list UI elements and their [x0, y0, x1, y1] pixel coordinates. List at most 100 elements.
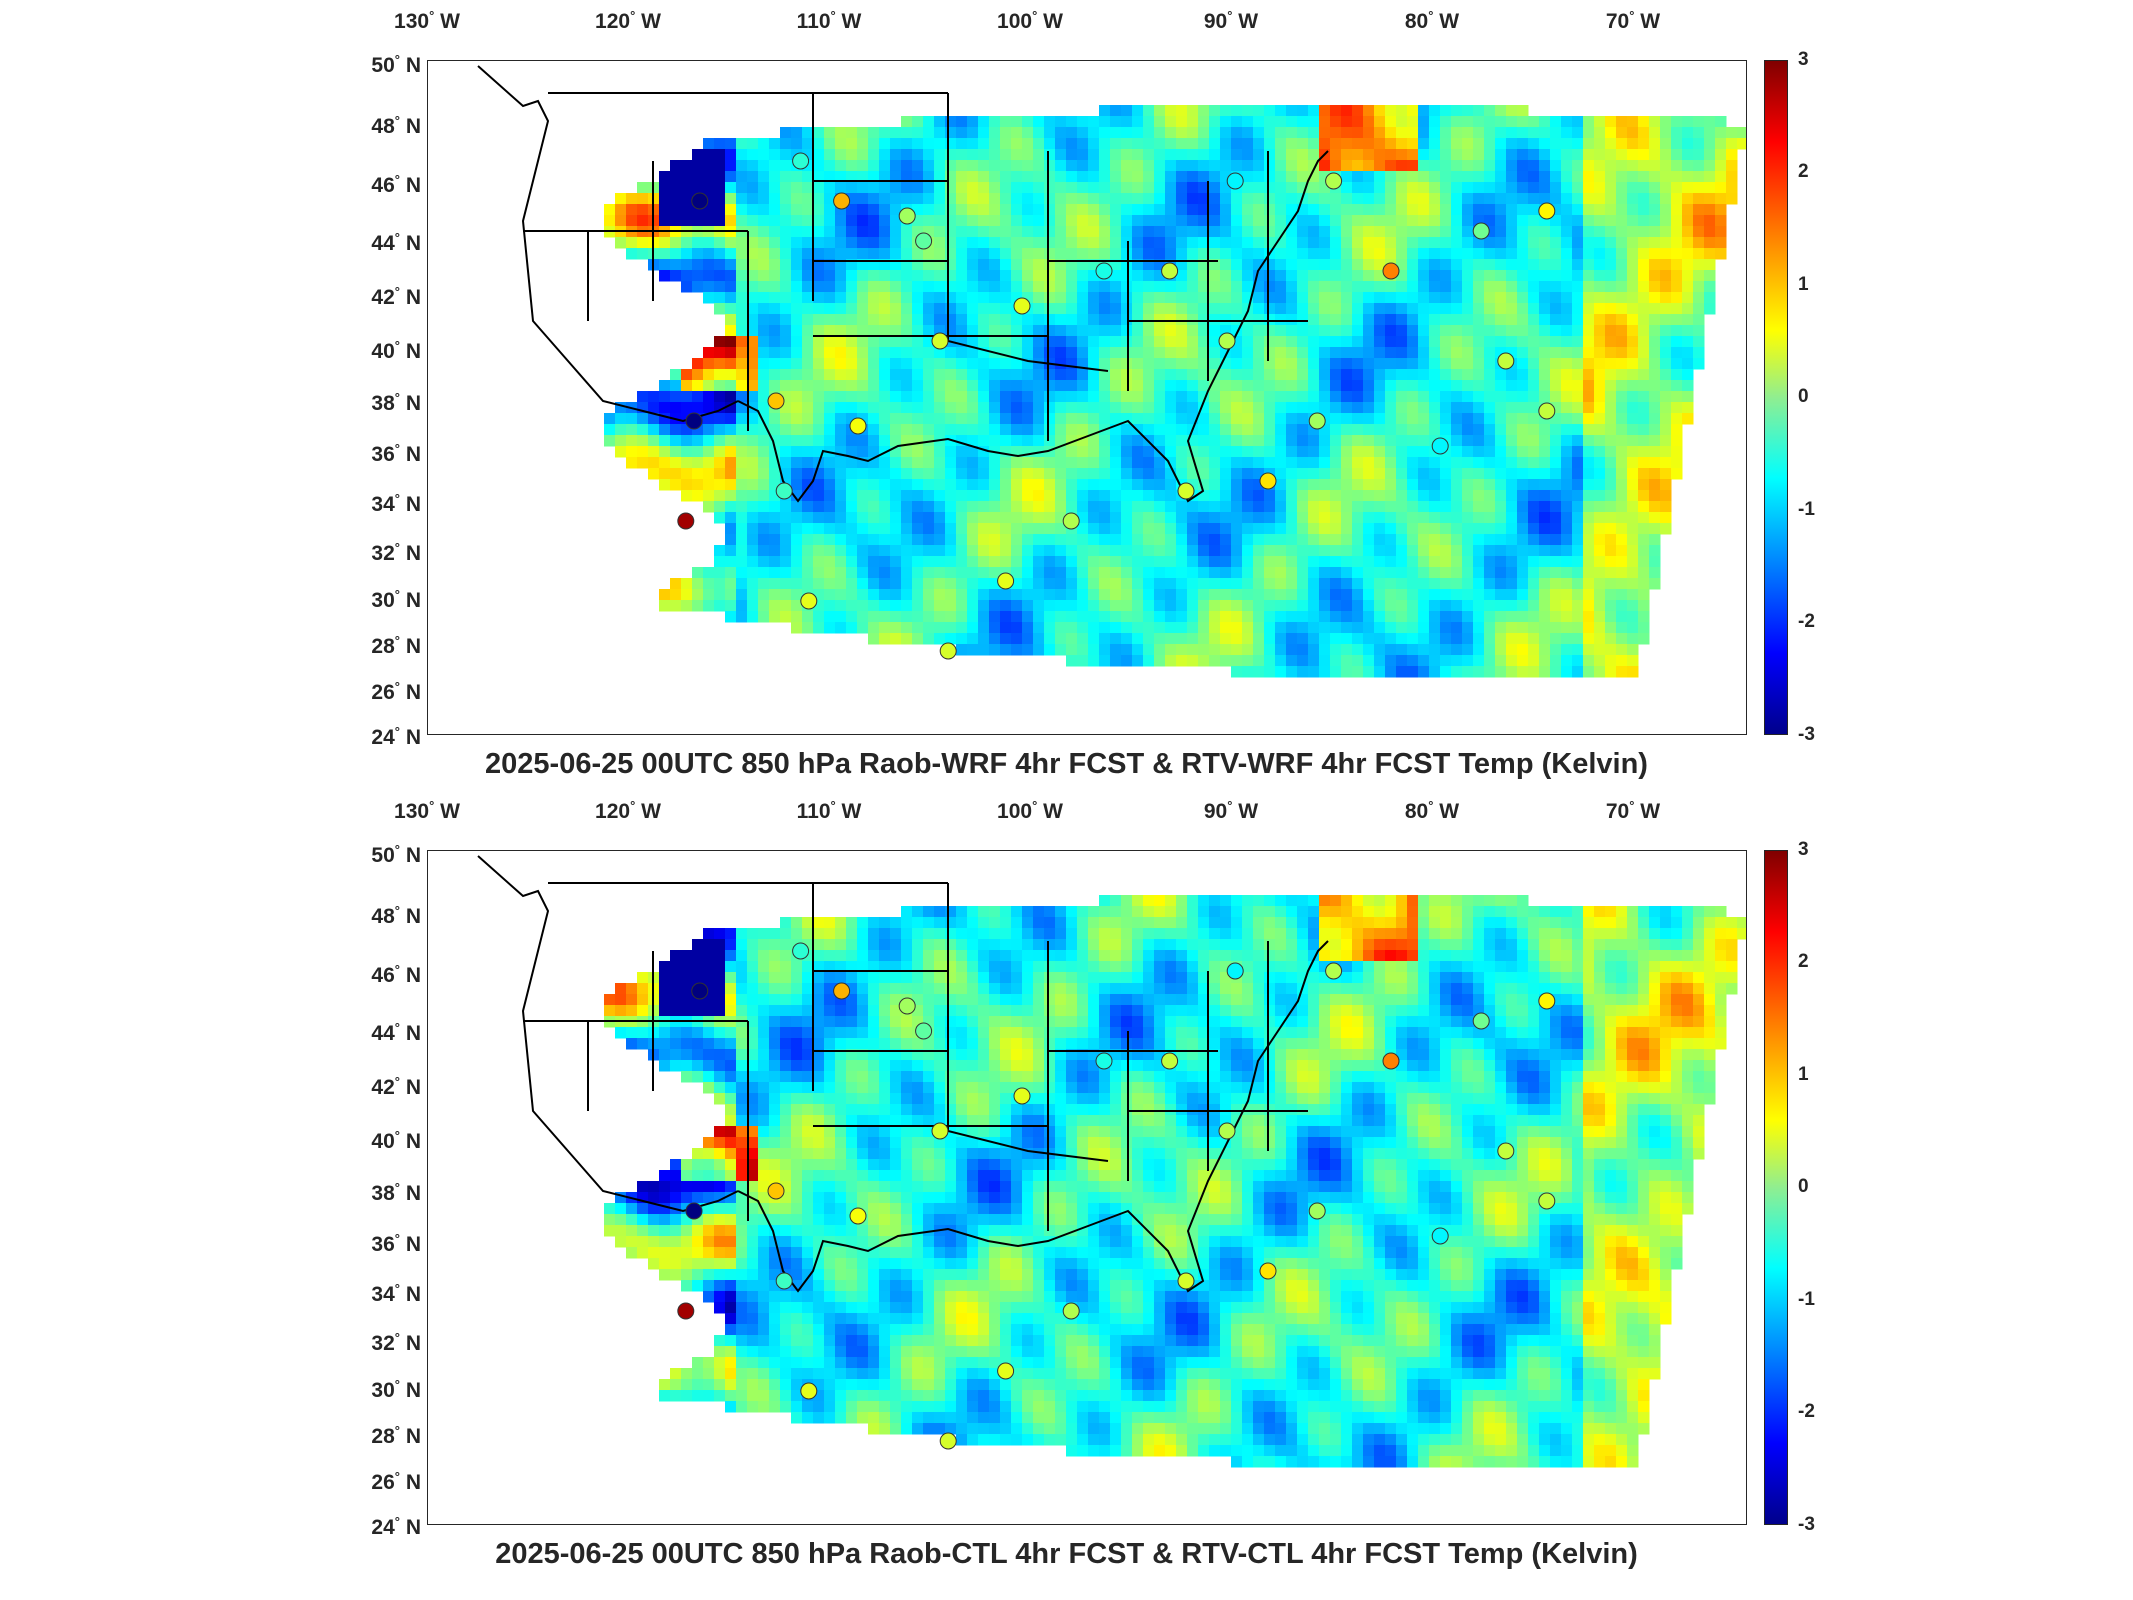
colorbar-tick: 1	[1798, 1064, 1809, 1085]
boundary-line	[477, 855, 739, 1213]
lat-tick: 32° N	[371, 540, 421, 565]
raob-station-marker	[1259, 1262, 1277, 1280]
lat-tick: 24° N	[371, 1514, 421, 1539]
colorbar-tick: 0	[1798, 1176, 1809, 1197]
lat-tick: 46° N	[371, 172, 421, 197]
raob-station-marker	[1382, 262, 1400, 280]
raob-station-marker	[1177, 1272, 1195, 1290]
lon-tick: 110° W	[796, 8, 862, 33]
colorbar-tick: -3	[1798, 1514, 1815, 1535]
raob-station-marker	[1538, 1192, 1556, 1210]
boundary-line	[813, 882, 1109, 1162]
raob-station-marker	[677, 512, 695, 530]
lat-tick: 50° N	[371, 842, 421, 867]
lon-tick: 100° W	[997, 8, 1063, 33]
boundary-line	[1047, 941, 1308, 1231]
raob-station-marker	[1013, 297, 1031, 315]
colorbar	[1764, 850, 1788, 1525]
raob-station-marker	[1259, 472, 1277, 490]
raob-station-marker	[1161, 1052, 1179, 1070]
lat-tick: 26° N	[371, 679, 421, 704]
lat-tick: 28° N	[371, 633, 421, 658]
raob-station-marker	[767, 392, 785, 410]
colorbar-tick: -2	[1798, 611, 1815, 632]
lat-tick: 38° N	[371, 390, 421, 415]
raob-station-marker	[915, 1022, 933, 1040]
raob-station-marker	[931, 1122, 949, 1140]
raob-station-marker	[1431, 437, 1449, 455]
raob-station-marker	[1062, 512, 1080, 530]
lat-tick: 30° N	[371, 1377, 421, 1402]
colorbar-tick: 1	[1798, 274, 1809, 295]
raob-station-marker	[1308, 412, 1326, 430]
lat-tick: 34° N	[371, 1281, 421, 1306]
boundary-line	[523, 92, 814, 431]
raob-station-marker	[1062, 1302, 1080, 1320]
lat-tick: 48° N	[371, 903, 421, 928]
raob-station-marker	[939, 642, 957, 660]
map-caption: 2025-06-25 00UTC 850 hPa Raob-WRF 4hr FC…	[485, 748, 1648, 780]
raob-station-marker	[833, 192, 851, 210]
lon-tick: 130° W	[394, 8, 460, 33]
map-graphic	[477, 65, 1746, 678]
raob-station-marker	[775, 1272, 793, 1290]
lat-tick: 38° N	[371, 1180, 421, 1205]
boundary-line	[737, 150, 1329, 503]
colorbar-tick: -1	[1798, 1289, 1815, 1310]
raob-station-marker	[1308, 1202, 1326, 1220]
boundary-line	[1047, 151, 1308, 441]
colorbar-tick: 3	[1798, 49, 1809, 70]
colorbar-tick: -3	[1798, 724, 1815, 745]
lat-tick: 42° N	[371, 284, 421, 309]
raob-station-marker	[898, 997, 916, 1015]
raob-station-marker	[1431, 1227, 1449, 1245]
raob-station-marker	[1226, 172, 1244, 190]
raob-station-marker	[1095, 1052, 1113, 1070]
lat-tick: 44° N	[371, 230, 421, 255]
map-caption: 2025-06-25 00UTC 850 hPa Raob-CTL 4hr FC…	[495, 1538, 1638, 1570]
colorbar-tick: 2	[1798, 951, 1809, 972]
anomaly-field	[604, 105, 1746, 678]
colorbar-tick: -1	[1798, 499, 1815, 520]
map-graphic	[477, 855, 1746, 1468]
boundary-line	[737, 940, 1329, 1293]
lat-tick: 40° N	[371, 1128, 421, 1153]
raob-station-marker	[691, 192, 709, 210]
lat-tick: 34° N	[371, 491, 421, 516]
lat-tick: 40° N	[371, 338, 421, 363]
lat-tick: 48° N	[371, 113, 421, 138]
raob-station-marker	[997, 1362, 1015, 1380]
raob-station-marker	[1538, 202, 1556, 220]
lon-tick: 120° W	[595, 8, 661, 33]
raob-station-marker	[1497, 1142, 1515, 1160]
raob-station-marker	[898, 207, 916, 225]
colorbar	[1764, 60, 1788, 735]
raob-station-marker	[767, 1182, 785, 1200]
raob-station-marker	[997, 572, 1015, 590]
colorbar-tick: -2	[1798, 1401, 1815, 1422]
boundary-line	[477, 65, 739, 423]
lat-tick: 28° N	[371, 1423, 421, 1448]
raob-station-marker	[685, 412, 703, 430]
raob-station-marker	[677, 1302, 695, 1320]
lat-tick: 50° N	[371, 52, 421, 77]
raob-station-marker	[1325, 172, 1343, 190]
lon-tick: 130° W	[394, 798, 460, 823]
lon-tick: 80° W	[1404, 798, 1460, 823]
raob-station-marker	[1497, 352, 1515, 370]
raob-station-marker	[1013, 1087, 1031, 1105]
raob-station-marker	[1177, 482, 1195, 500]
raob-station-marker	[1472, 1012, 1490, 1030]
lon-tick: 90° W	[1203, 798, 1259, 823]
raob-station-marker	[1382, 1052, 1400, 1070]
lon-tick: 70° W	[1605, 8, 1661, 33]
raob-station-marker	[800, 1382, 818, 1400]
raob-station-marker	[1218, 332, 1236, 350]
map-panel-bottom: 130° W 120° W 110° W 100° W 90° W 80° W …	[0, 790, 2133, 1590]
lon-tick: 120° W	[595, 798, 661, 823]
lon-tick: 100° W	[997, 798, 1063, 823]
boundary-line	[813, 92, 1109, 372]
lat-tick: 36° N	[371, 441, 421, 466]
raob-station-marker	[833, 982, 851, 1000]
lat-tick: 30° N	[371, 587, 421, 612]
